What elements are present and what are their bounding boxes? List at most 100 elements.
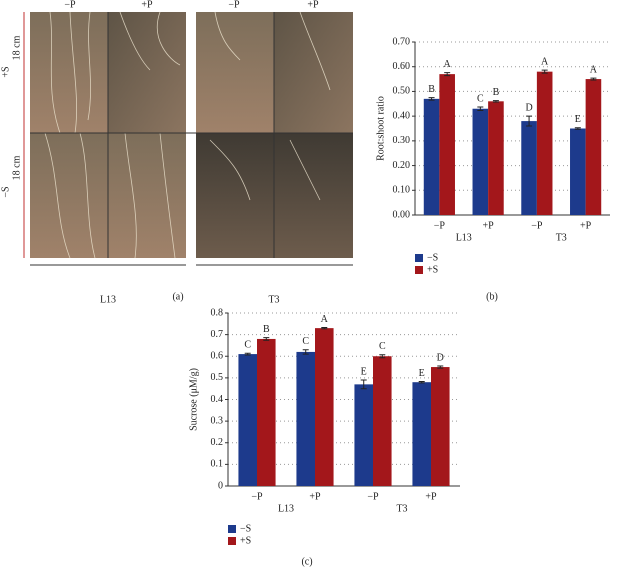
legend-label: +S [240, 535, 251, 546]
error-bar [360, 379, 367, 390]
bar [472, 108, 489, 215]
bar [423, 98, 440, 215]
bar [373, 356, 392, 486]
y-tick-label: 0.70 [393, 36, 411, 47]
error-bar [428, 97, 435, 101]
error-bar [321, 326, 328, 330]
y-axis-label: Sucrose (μM/g) [188, 368, 199, 431]
y-tick-label: 0.1 [211, 459, 224, 470]
group-label: T3 [396, 503, 407, 514]
bar [296, 351, 315, 486]
column-label: +P [141, 0, 153, 10]
photo [108, 12, 186, 133]
x-tick-label: +P [309, 491, 321, 502]
y-tick-label: 0.4 [211, 394, 224, 405]
significance-letter: C [477, 93, 484, 104]
bar [238, 354, 257, 486]
legend-swatch [415, 254, 423, 262]
y-tick-label: 0.20 [393, 160, 411, 171]
legend-swatch [228, 537, 236, 545]
bar [354, 384, 373, 486]
legend-label: +S [427, 264, 438, 275]
scale-label: 18 cm [11, 155, 22, 180]
significance-letter: C [244, 340, 251, 351]
bar [412, 382, 431, 486]
bar [439, 74, 455, 215]
group-label: L13 [100, 294, 116, 305]
y-tick-label: 0.5 [211, 372, 224, 383]
error-bar [244, 352, 251, 356]
bar [585, 79, 602, 215]
x-tick-label: −P [434, 220, 446, 231]
bar [431, 367, 450, 486]
row-label: +S [0, 66, 11, 77]
photo [196, 133, 274, 258]
bar [521, 121, 537, 215]
significance-letter: D [437, 352, 444, 363]
bar [570, 128, 586, 215]
photo-panel: −P +P −P +P +S −S 18 cm 18 cm L13 T3 (a) [0, 0, 353, 305]
y-tick-label: 0.30 [393, 135, 411, 146]
significance-letter: A [444, 59, 452, 70]
error-bar [492, 100, 499, 103]
error-bar [477, 106, 484, 111]
caption: (b) [486, 291, 498, 302]
significance-letter: C [302, 336, 309, 347]
x-tick-label: +P [425, 491, 437, 502]
photo [274, 12, 353, 133]
error-bar [444, 72, 451, 77]
photo [30, 12, 108, 133]
y-tick-label: 0.7 [211, 329, 224, 340]
error-bar [574, 127, 581, 130]
significance-letter: E [361, 366, 367, 377]
y-tick-label: 0.60 [393, 61, 411, 72]
column-label: −P [228, 0, 240, 10]
legend-swatch [228, 525, 236, 533]
legend-swatch [415, 266, 423, 274]
y-tick-label: 0.10 [393, 185, 411, 196]
significance-letter: B [428, 84, 435, 95]
photo [30, 133, 108, 258]
significance-letter: D [525, 102, 532, 113]
significance-letter: C [379, 341, 386, 352]
significance-letter: A [321, 314, 329, 325]
scale-label: 18 cm [11, 35, 22, 60]
significance-letter: E [575, 114, 581, 125]
error-bar [526, 115, 533, 127]
y-tick-label: 0.3 [211, 415, 224, 426]
y-tick-label: 0.6 [211, 351, 224, 362]
error-bar [302, 349, 309, 355]
row-label: −S [0, 186, 11, 197]
group-label: L13 [278, 503, 294, 514]
bar [315, 328, 334, 486]
significance-letter: B [263, 324, 270, 335]
bar [536, 71, 553, 216]
x-tick-label: +P [580, 220, 592, 231]
error-bar [590, 77, 597, 81]
error-bar [418, 381, 425, 384]
x-tick-label: +P [483, 220, 495, 231]
y-tick-label: 0.8 [211, 307, 224, 318]
bar [488, 101, 504, 215]
error-bar [541, 69, 548, 74]
y-tick-label: 0.40 [393, 110, 411, 121]
significance-letter: E [419, 368, 425, 379]
x-tick-label: −P [251, 491, 263, 502]
group-label: L13 [456, 232, 472, 243]
roots [44, 11, 331, 259]
significance-letter: B [493, 87, 500, 98]
x-tick-label: −P [531, 220, 543, 231]
y-tick-label: 0 [218, 480, 223, 491]
error-bar [437, 365, 444, 369]
legend-label: −S [240, 523, 251, 534]
y-tick-label: 0.50 [393, 86, 411, 97]
x-tick-label: −P [367, 491, 379, 502]
column-label: +P [307, 0, 319, 10]
error-bar [379, 354, 386, 359]
significance-letter: A [541, 56, 549, 67]
significance-letter: A [590, 64, 598, 75]
group-label: T3 [268, 294, 279, 305]
y-tick-label: 0.00 [393, 209, 411, 220]
photo [196, 12, 274, 133]
